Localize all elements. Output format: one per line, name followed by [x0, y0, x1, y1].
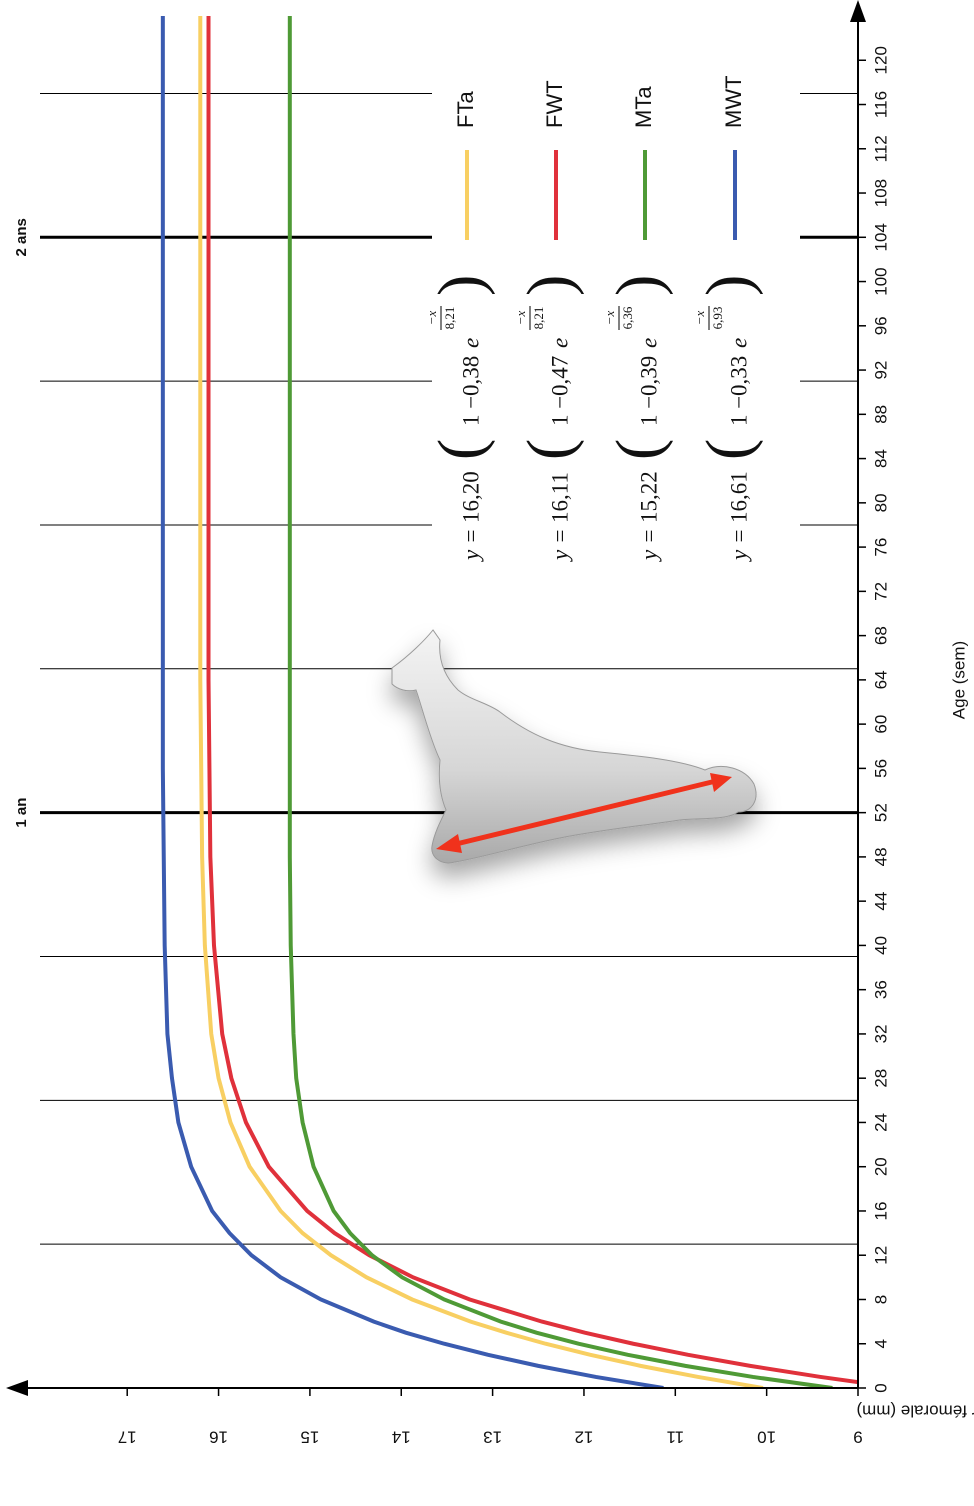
equation-one: 1 − — [726, 396, 751, 426]
legend-label: FWT — [542, 80, 567, 128]
x-tick-label: 52 — [871, 803, 890, 822]
equation-b: 0,38 — [458, 356, 483, 396]
equation-base: e — [726, 338, 751, 348]
x-tick-label: 64 — [871, 670, 890, 689]
y-tick-label: 10 — [757, 1428, 776, 1447]
equation-one: 1 − — [547, 396, 572, 426]
equation-exp-num: −x — [424, 311, 439, 326]
series-line — [160, 16, 664, 1388]
equation-paren: ) — [425, 275, 496, 296]
equation-base: e — [547, 338, 572, 348]
equation-c: 8,21 — [442, 307, 457, 330]
y-tick-label: 14 — [392, 1428, 411, 1447]
x-tick-label: 0 — [871, 1383, 890, 1392]
equation-base: e — [458, 338, 483, 348]
x-tick-label: 44 — [871, 892, 890, 911]
y-axis-arrow — [6, 1380, 28, 1396]
series-line — [198, 16, 764, 1388]
equation-paren: ( — [425, 439, 496, 460]
y-tick-label: 12 — [574, 1428, 593, 1447]
legend-label: MTa — [631, 86, 656, 128]
reference-label: 1 an — [13, 798, 30, 828]
equation-c: 6,93 — [710, 307, 725, 330]
x-tick-label: 112 — [871, 135, 890, 162]
femur-bone — [391, 629, 757, 864]
x-tick-label: 68 — [871, 626, 890, 645]
x-tick-label: 28 — [871, 1069, 890, 1088]
equation-b: 0,39 — [636, 356, 661, 396]
equation-paren: ( — [603, 439, 674, 460]
equation-base: e — [636, 338, 661, 348]
x-tick-label: 80 — [871, 493, 890, 512]
series-line — [287, 16, 833, 1388]
y-axis-title: Longueur fémorale (mm) — [856, 1402, 974, 1421]
y-tick-label: 15 — [300, 1428, 319, 1447]
equation-lhs: y = — [458, 529, 483, 562]
x-tick-label: 12 — [871, 1246, 890, 1265]
equation-exp-num: −x — [602, 311, 617, 326]
x-tick-label: 72 — [871, 582, 890, 601]
equation-a: 16,61 — [726, 471, 751, 523]
equation-lhs: y = — [726, 529, 751, 562]
series-line — [206, 16, 858, 1388]
equation-b: 0,33 — [726, 356, 751, 396]
equation-lhs: y = — [636, 529, 661, 562]
x-tick-label: 16 — [871, 1202, 890, 1221]
measure-arrow — [436, 773, 732, 853]
equation-exp-num: −x — [692, 311, 707, 326]
x-tick-label: 100 — [871, 267, 890, 295]
x-tick-label: 48 — [871, 847, 890, 866]
x-tick-label: 24 — [871, 1113, 890, 1132]
equation-c: 6,36 — [620, 306, 635, 329]
equation-lhs: y = — [547, 529, 572, 562]
x-tick-label: 104 — [871, 223, 890, 251]
y-tick-label: 13 — [483, 1428, 502, 1447]
x-tick-label: 20 — [871, 1157, 890, 1176]
x-tick-label: 32 — [871, 1024, 890, 1043]
x-tick-label: 76 — [871, 538, 890, 557]
x-tick-label: 8 — [871, 1295, 890, 1304]
equation-b: 0,47 — [547, 356, 572, 396]
x-tick-label: 60 — [871, 715, 890, 734]
x-tick-label: 116 — [871, 91, 890, 118]
y-tick-label: 9 — [853, 1428, 862, 1447]
equation-paren: ) — [514, 275, 585, 296]
measure-line — [451, 778, 717, 848]
x-tick-label: 92 — [871, 361, 890, 380]
arrow-head — [710, 773, 732, 792]
y-tick-label: 17 — [118, 1428, 137, 1447]
equation-exp-num: −x — [513, 311, 528, 326]
x-tick-label: 4 — [871, 1339, 890, 1348]
x-tick-label: 120 — [871, 46, 890, 74]
legend-label: MWT — [721, 75, 746, 128]
x-tick-label: 84 — [871, 449, 890, 468]
equation-a: 16,11 — [547, 472, 572, 523]
x-tick-label: 36 — [871, 980, 890, 999]
plot-frame: 1 an2 ans0481216202428323640444852566064… — [6, 0, 974, 1447]
equation-paren: ( — [514, 439, 585, 460]
x-tick-label: 40 — [871, 936, 890, 955]
curves — [160, 16, 858, 1388]
x-tick-label: 56 — [871, 759, 890, 778]
equation-one: 1 − — [458, 396, 483, 426]
x-tick-label: 96 — [871, 316, 890, 335]
equation-paren: ( — [693, 439, 764, 460]
x-axis-arrow — [850, 0, 866, 22]
equation-c: 8,21 — [531, 307, 546, 330]
x-axis-title: Age (sem) — [949, 641, 968, 719]
x-tick-label: 108 — [871, 179, 890, 207]
y-tick-label: 11 — [666, 1428, 684, 1447]
legend-label: FTa — [453, 91, 478, 128]
equation-paren: ) — [603, 275, 674, 296]
arrow-head — [436, 834, 462, 853]
equation-paren: ) — [693, 275, 764, 296]
equation-one: 1 − — [636, 396, 661, 426]
equation-a: 15,22 — [636, 471, 661, 523]
femur-illustration — [391, 629, 757, 864]
equation-a: 16,20 — [458, 471, 483, 523]
y-tick-label: 16 — [209, 1428, 228, 1447]
x-tick-label: 88 — [871, 405, 890, 424]
reference-label: 2 ans — [13, 218, 30, 256]
